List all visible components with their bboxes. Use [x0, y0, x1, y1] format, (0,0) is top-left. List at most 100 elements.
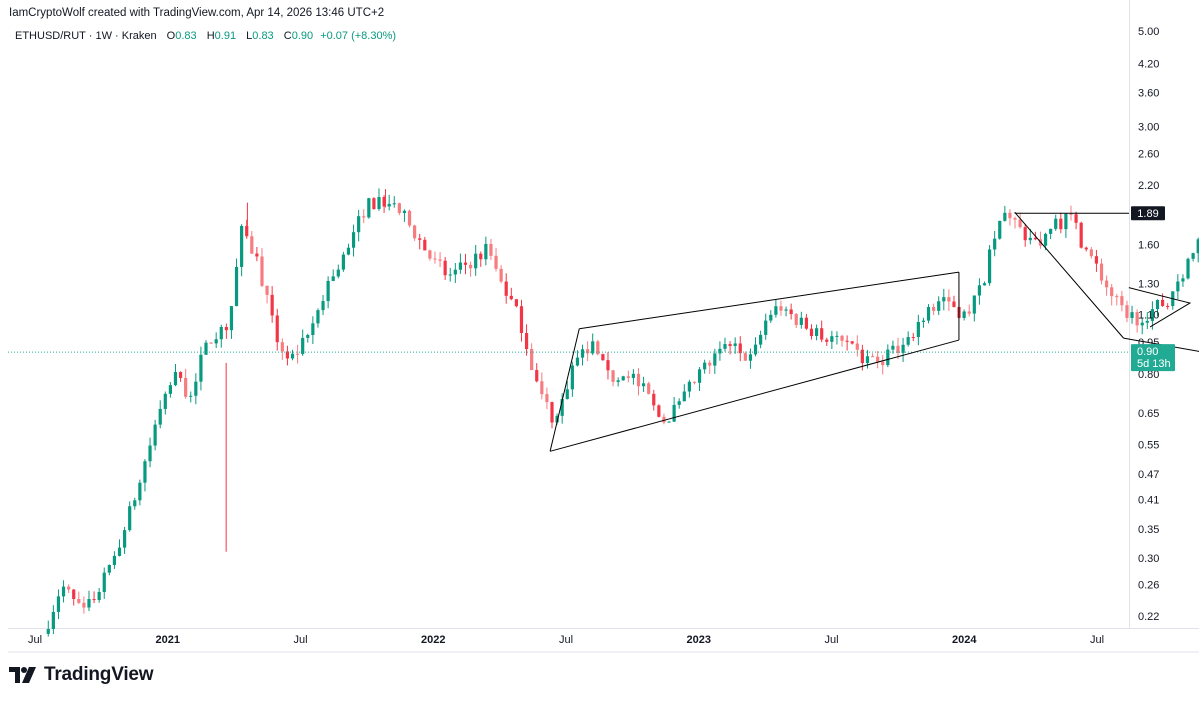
candle-body	[993, 238, 997, 250]
candle	[865, 349, 870, 369]
candle	[229, 306, 234, 339]
change-value: +0.07 (+8.30%)	[320, 30, 397, 42]
candle-body	[606, 360, 610, 371]
candle-body	[458, 262, 463, 270]
high-label: H	[206, 30, 215, 42]
candle	[153, 419, 157, 451]
candle	[891, 340, 895, 354]
candle-body	[728, 344, 732, 347]
candle-body	[229, 306, 234, 331]
candle-body	[351, 232, 356, 248]
candle-body	[636, 373, 641, 387]
candle	[855, 335, 859, 357]
candle-body	[881, 361, 885, 366]
candle-body	[407, 210, 412, 226]
candle-body	[723, 344, 727, 349]
candle	[641, 376, 646, 392]
candle-body	[626, 376, 630, 378]
candle-body	[474, 253, 478, 269]
candle-body	[586, 349, 590, 354]
candle-body	[1196, 239, 1199, 254]
candle	[382, 195, 386, 213]
price-tick-label: 0.35	[1138, 524, 1159, 536]
candle-body	[947, 297, 951, 302]
candle	[372, 197, 376, 210]
candle	[311, 316, 315, 345]
candle	[301, 329, 305, 356]
candle	[1013, 216, 1017, 229]
candle	[479, 251, 483, 267]
price-tick-label: 0.47	[1138, 469, 1159, 481]
candle	[687, 379, 691, 398]
candle	[977, 278, 982, 305]
candle	[1135, 309, 1139, 333]
time-axis[interactable]: Jul2021Jul2022Jul2023Jul2024Jul2025Jul20…	[28, 634, 1199, 646]
candle	[972, 295, 976, 322]
candle	[448, 267, 452, 282]
candle-body	[1084, 247, 1088, 250]
candle-body	[494, 255, 498, 269]
candle	[295, 344, 300, 364]
candle	[606, 352, 610, 380]
candle	[1166, 303, 1170, 310]
candle	[1176, 274, 1180, 300]
candle-body	[56, 596, 61, 612]
candle-body	[733, 343, 737, 347]
candle	[1008, 209, 1012, 226]
candle	[163, 391, 167, 415]
candle-body	[514, 299, 518, 307]
candle	[51, 605, 55, 635]
candle	[870, 353, 875, 358]
candle	[1099, 258, 1104, 285]
candle-body	[301, 337, 305, 355]
price-tick-label: 1.30	[1138, 278, 1159, 290]
candle	[932, 303, 936, 315]
candle-body	[876, 356, 880, 362]
candle	[453, 263, 457, 283]
symbol-name[interactable]: ETHUSD/RUT · 1W · Kraken	[15, 30, 157, 42]
candle-body	[575, 357, 580, 366]
candle	[764, 313, 768, 340]
candle	[993, 230, 997, 257]
candle-body	[61, 586, 66, 597]
candle-body	[331, 276, 335, 281]
candle	[535, 363, 539, 383]
price-tick-label: 3.60	[1138, 88, 1159, 100]
candle-body	[870, 356, 875, 358]
candle	[794, 312, 798, 329]
candle-body	[341, 254, 345, 270]
time-tick-label: Jul	[824, 634, 838, 646]
candle	[458, 253, 463, 274]
candle-body	[316, 310, 320, 324]
candle	[657, 404, 661, 418]
candle-body	[1074, 214, 1078, 223]
price-tick-label: 4.20	[1138, 59, 1159, 71]
candle	[413, 224, 417, 241]
candle	[692, 381, 697, 385]
candle-body	[1120, 296, 1124, 306]
price-tick-label: 0.30	[1138, 553, 1159, 565]
candle-body	[738, 343, 742, 354]
candle-body	[468, 264, 473, 269]
candle	[87, 590, 91, 612]
wedge-2-lower-line	[1123, 337, 1199, 352]
candle-body	[799, 317, 803, 325]
candle	[591, 333, 595, 356]
candle	[240, 224, 244, 277]
high-value: 0.91	[214, 30, 237, 42]
candle-body	[921, 320, 926, 322]
candle-body	[550, 402, 554, 423]
candle-body	[245, 225, 249, 237]
candle	[1028, 228, 1032, 245]
candle	[820, 320, 824, 343]
candle-body	[855, 343, 859, 350]
brand-name: TradingView	[44, 664, 154, 685]
candle-body	[72, 589, 76, 599]
candle-body	[570, 365, 574, 390]
candle-body	[377, 197, 381, 209]
time-tick-label: 2022	[421, 634, 445, 646]
candle-body	[46, 629, 50, 634]
tradingview-logo[interactable]: TradingView	[9, 664, 154, 686]
